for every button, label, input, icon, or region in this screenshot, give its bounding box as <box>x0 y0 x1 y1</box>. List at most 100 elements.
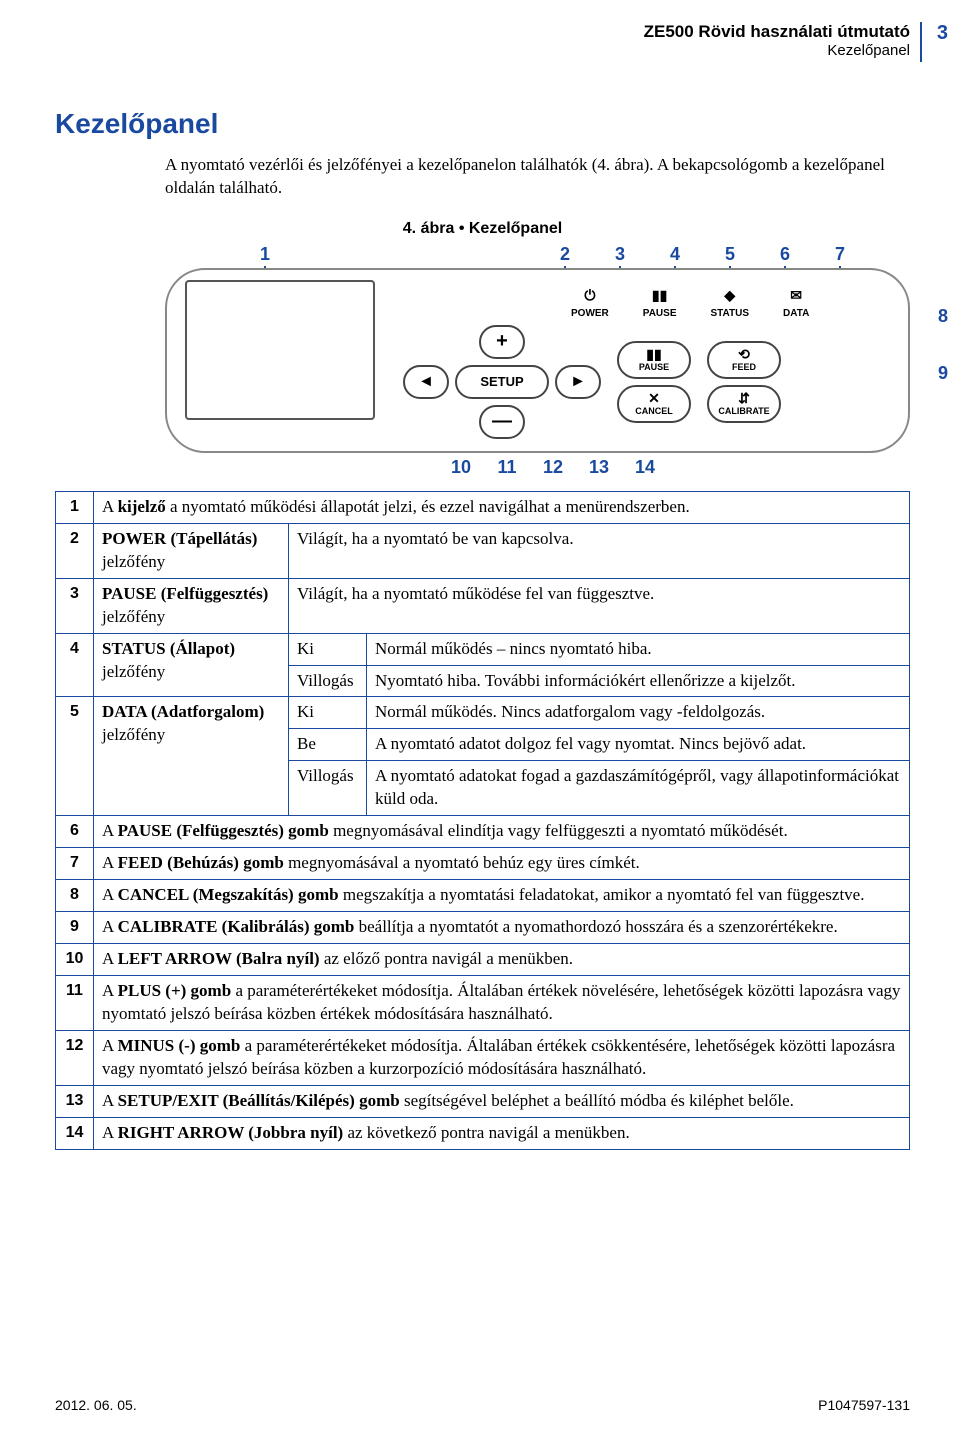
callout-12: 12 <box>543 457 563 478</box>
left-arrow-button[interactable]: ◄ <box>403 365 449 399</box>
cell-5-d1: Normál működés. Nincs adatforgalom vagy … <box>367 697 910 729</box>
minus-button[interactable]: — <box>479 405 525 439</box>
cell-10-desc: A LEFT ARROW (Balra nyíl) az előző pontr… <box>94 943 910 975</box>
callout-7: 7 <box>835 244 845 265</box>
cell-4-d1: Normál működés – nincs nyomtató hiba. <box>367 633 910 665</box>
cell-5-term: DATA (Adatforgalom) jelzőfény <box>94 697 289 816</box>
running-header: ZE500 Rövid használati útmutató Kezelőpa… <box>644 22 910 59</box>
calibrate-icon: ⇵ <box>738 391 750 405</box>
callout-2: 2 <box>560 244 570 265</box>
row-13: 13 A SETUP/EXIT (Beállítás/Kilépés) gomb… <box>56 1085 910 1117</box>
row-4a: 4 STATUS (Állapot) jelzőfény Ki Normál m… <box>56 633 910 665</box>
figure-caption: 4. ábra • Kezelőpanel <box>55 220 910 238</box>
cell-7-desc: A FEED (Behúzás) gomb megnyomásával a ny… <box>94 848 910 880</box>
callout-1: 1 <box>260 244 270 265</box>
callout-14: 14 <box>635 457 655 478</box>
cell-9-num: 9 <box>56 912 94 944</box>
callout-5: 5 <box>725 244 735 265</box>
cell-2-term: POWER (Tápellátás) jelzőfény <box>94 523 289 578</box>
callout-6: 6 <box>780 244 790 265</box>
feed-calibrate-stack: ⟲ FEED ⇵ CALIBRATE <box>707 341 781 423</box>
row-9: 9 A CALIBRATE (Kalibrálás) gomb beállítj… <box>56 912 910 944</box>
cell-1-num: 1 <box>56 491 94 523</box>
plus-button[interactable]: + <box>479 325 525 359</box>
cell-10-num: 10 <box>56 943 94 975</box>
cell-13-num: 13 <box>56 1085 94 1117</box>
pause-cancel-stack: ▮▮PAUSE ✕CANCEL <box>617 341 691 423</box>
power-icon: ⏻ <box>580 286 600 306</box>
row-8: 8 A CANCEL (Megszakítás) gomb megszakítj… <box>56 880 910 912</box>
page: 3 ZE500 Rövid használati útmutató Kezelő… <box>0 0 960 1435</box>
data-led-icon: ✉ <box>786 286 806 306</box>
cell-3-num: 3 <box>56 578 94 633</box>
feed-icon: ⟲ <box>738 347 750 361</box>
cell-5-num: 5 <box>56 697 94 816</box>
doc-title: ZE500 Rövid használati útmutató <box>644 22 910 42</box>
row-7: 7 A FEED (Behúzás) gomb megnyomásával a … <box>56 848 910 880</box>
row-6: 6 A PAUSE (Felfüggesztés) gomb megnyomás… <box>56 816 910 848</box>
right-arrow-button[interactable]: ► <box>555 365 601 399</box>
cell-12-desc: A MINUS (-) gomb a paraméterértékeket mó… <box>94 1030 910 1085</box>
cancel-button[interactable]: ✕CANCEL <box>617 385 691 423</box>
row-14: 14 A RIGHT ARROW (Jobbra nyíl) az követk… <box>56 1117 910 1149</box>
cell-9-desc: A CALIBRATE (Kalibrálás) gomb beállítja … <box>94 912 910 944</box>
pause-led: ▮▮PAUSE <box>643 286 677 319</box>
pause-button[interactable]: ▮▮PAUSE <box>617 341 691 379</box>
status-led: ◆ STATUS <box>711 286 750 319</box>
display-screen <box>185 280 375 420</box>
cell-13-desc: A SETUP/EXIT (Beállítás/Kilépés) gomb se… <box>94 1085 910 1117</box>
legend-table: 1 A kijelző a nyomtató működési állapotá… <box>55 491 910 1150</box>
cell-2-num: 2 <box>56 523 94 578</box>
cell-5-sub1: Ki <box>289 697 367 729</box>
cell-5-d3: A nyomtató adatokat fogad a gazdaszámító… <box>367 761 910 816</box>
data-led: ✉DATA <box>783 286 809 319</box>
callout-9: 9 <box>938 363 948 384</box>
feed-button-label: FEED <box>732 363 756 372</box>
cell-11-num: 11 <box>56 975 94 1030</box>
page-number: 3 <box>937 22 948 45</box>
row-10: 10 A LEFT ARROW (Balra nyíl) az előző po… <box>56 943 910 975</box>
cell-4-term: STATUS (Állapot) jelzőfény <box>94 633 289 697</box>
footer-docno: P1047597-131 <box>818 1397 910 1413</box>
setup-button[interactable]: SETUP <box>455 365 549 399</box>
cell-11-desc: A PLUS (+) gomb a paraméterértékeket mód… <box>94 975 910 1030</box>
header-divider <box>920 22 922 62</box>
status-led-icon: ◆ <box>720 286 740 306</box>
callout-10: 10 <box>451 457 471 478</box>
cell-7-num: 7 <box>56 848 94 880</box>
doc-subtitle: Kezelőpanel <box>644 42 910 59</box>
callout-8: 8 <box>938 306 948 327</box>
callout-13: 13 <box>589 457 609 478</box>
row-3: 3 PAUSE (Felfüggesztés) jelzőfény Világí… <box>56 578 910 633</box>
cancel-icon: ✕ <box>648 391 660 405</box>
cell-5-d2: A nyomtató adatot dolgoz fel vagy nyomta… <box>367 729 910 761</box>
control-panel-figure: 1 2 3 4 5 6 7 8 9 <box>165 244 910 483</box>
callout-4: 4 <box>670 244 680 265</box>
row-5a: 5 DATA (Adatforgalom) jelzőfény Ki Normá… <box>56 697 910 729</box>
pause-button-label: PAUSE <box>639 363 669 372</box>
cell-2-desc: Világít, ha a nyomtató be van kapcsolva. <box>289 523 910 578</box>
cell-3-term: PAUSE (Felfüggesztés) jelzőfény <box>94 578 289 633</box>
led-row: ⏻ POWER ▮▮PAUSE ◆ STATUS ✉DATA <box>571 286 890 319</box>
cell-4-d2: Nyomtató hiba. További információkért el… <box>367 665 910 697</box>
calibrate-button-label: CALIBRATE <box>718 407 769 416</box>
calibrate-button[interactable]: ⇵ CALIBRATE <box>707 385 781 423</box>
row-1: 1 A kijelző a nyomtató működési állapotá… <box>56 491 910 523</box>
top-callout-row: 1 2 3 4 5 6 7 <box>165 244 910 268</box>
cell-14-num: 14 <box>56 1117 94 1149</box>
page-footer: 2012. 06. 05. P1047597-131 <box>55 1397 910 1413</box>
intro-paragraph: A nyomtató vezérlői és jelzőfényei a kez… <box>165 154 910 200</box>
section-heading: Kezelőpanel <box>55 108 910 140</box>
cell-5-sub2: Be <box>289 729 367 761</box>
cell-4-num: 4 <box>56 633 94 697</box>
status-led-label: STATUS <box>711 308 750 319</box>
footer-date: 2012. 06. 05. <box>55 1397 137 1413</box>
feed-button[interactable]: ⟲ FEED <box>707 341 781 379</box>
panel-inner: ⏻ POWER ▮▮PAUSE ◆ STATUS ✉DATA ◄ + SETUP — <box>185 280 890 439</box>
side-callouts: 8 9 <box>938 306 948 384</box>
cell-12-num: 12 <box>56 1030 94 1085</box>
cell-3-desc: Világít, ha a nyomtató működése fel van … <box>289 578 910 633</box>
power-led-label: POWER <box>571 308 609 319</box>
button-row-1: ◄ + SETUP — ► ▮▮PAUSE ✕CANCEL <box>403 325 890 439</box>
cell-6-num: 6 <box>56 816 94 848</box>
